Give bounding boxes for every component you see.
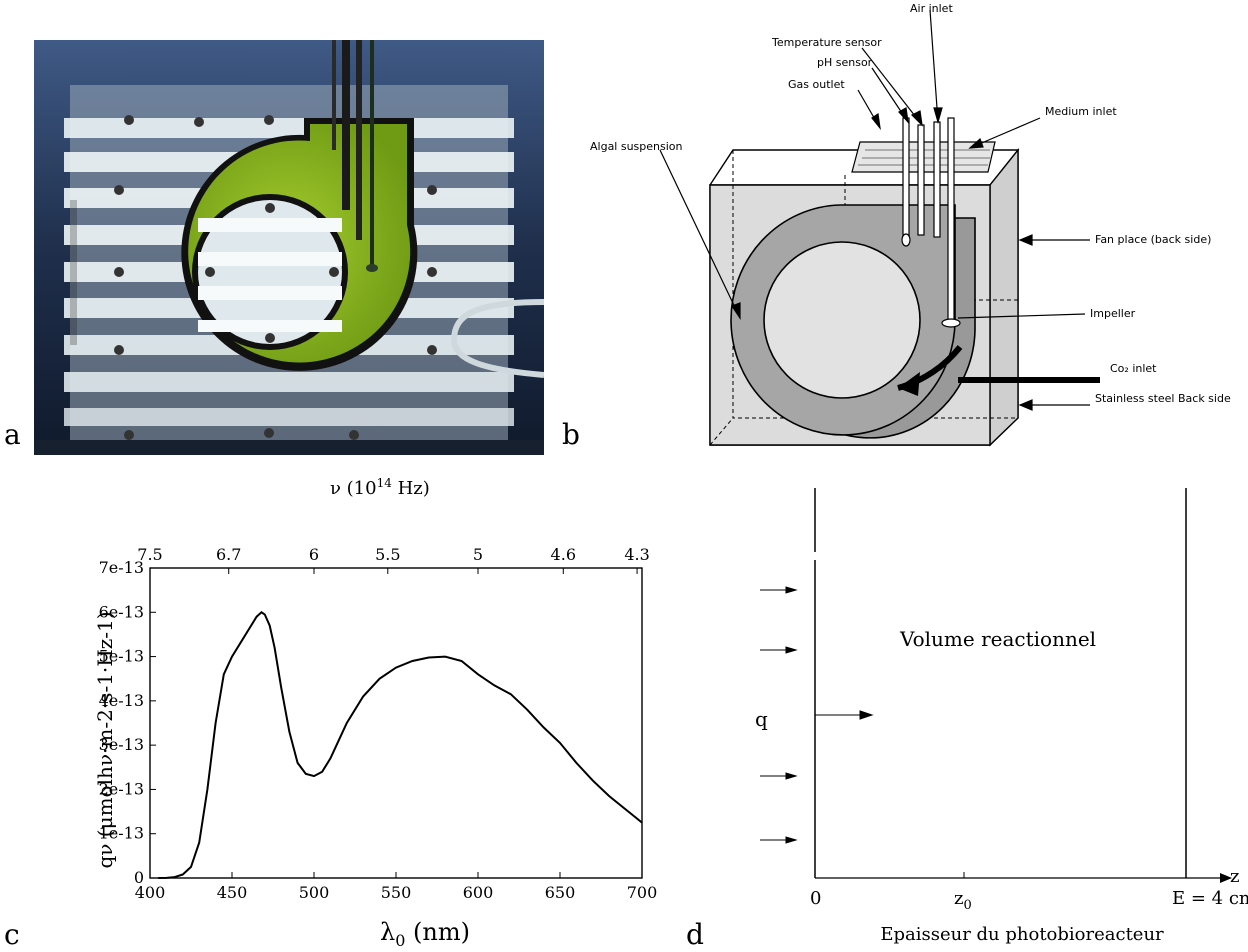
volume-label: Volume reactionnel (899, 627, 1096, 651)
top-tick-label: 6.7 (216, 545, 241, 564)
top-tick-label: 5 (473, 545, 483, 564)
label-impeller: Impeller (1090, 307, 1136, 320)
panel-letter-a: a (4, 418, 21, 451)
label-gas-outlet: Gas outlet (788, 78, 845, 91)
incident-light-arrows (760, 586, 874, 844)
y-tick-label: 2e-13 (99, 779, 144, 798)
z-axis-arrowhead (1220, 873, 1232, 883)
y-axis-label: qν (μmolhν·m-2·s-1·Hz-1) (93, 611, 117, 868)
probe-rods (332, 40, 378, 272)
x-axis-ticks: 400 450 500 550 600 650 700 (135, 872, 658, 902)
label-temperature-sensor: Temperature sensor (771, 36, 882, 49)
label-medium-inlet: Medium inlet (1045, 105, 1117, 118)
y-tick-label: 5e-13 (99, 647, 144, 666)
top-tick-label: 5.5 (375, 545, 400, 564)
x-tick-label: 650 (545, 883, 576, 902)
label-back-side: Stainless steel Back side (1095, 392, 1231, 405)
probes (901, 117, 961, 328)
photobioreactor-photo (34, 40, 544, 455)
panel-letter-d: d (686, 918, 704, 951)
panel-letter-b: b (562, 418, 580, 451)
inner-window-tubes (198, 218, 342, 332)
label-algal-suspension: Algal suspension (590, 140, 683, 153)
x-tick-label: 700 (627, 883, 658, 902)
plot-border (149, 567, 643, 879)
inner-window (198, 200, 342, 344)
reactor-inner-window (763, 241, 921, 399)
y-tick-label: 7e-13 (99, 558, 144, 577)
top-tick-label: 7.5 (137, 545, 162, 564)
x-tick-label: 550 (381, 883, 412, 902)
z0-label: z0 (954, 888, 972, 913)
photobioreactor-schematic: Air inlet Temperature sensor pH sensor G… (590, 2, 1231, 447)
thickness-e-label: E = 4 cm (1172, 888, 1248, 909)
thickness-axis-title: Epaisseur du photobioreacteur (880, 924, 1164, 945)
photo-base (34, 440, 544, 455)
z-axis-label: z (1230, 866, 1239, 887)
top-axis-ticks: 7.5 6.7 6 5.5 5 4.6 4.3 (137, 545, 650, 574)
origin-label: 0 (810, 888, 821, 909)
y-tick-label: 1e-13 (99, 824, 144, 843)
reactor-thickness-diagram: Volume reactionnel q z 0 z0 E = 4 cm Epa… (755, 488, 1248, 945)
label-fan-place: Fan place (back side) (1095, 233, 1211, 246)
panel-letter-c: c (4, 918, 20, 951)
spectrum-series-line (158, 611, 643, 879)
x-tick-label: 400 (135, 883, 166, 902)
y-tick-label: 6e-13 (99, 602, 144, 621)
y-tick-label: 0 (134, 868, 144, 887)
emission-spectrum-chart: 0 1e-13 2e-13 3e-13 4e-13 5e-13 6e-13 7e-13 400… (93, 476, 658, 950)
y-tick-label: 4e-13 (99, 691, 144, 710)
top-tick-label: 6 (309, 545, 319, 564)
top-tick-label: 4.3 (624, 545, 649, 564)
top-axis-label: ν (1014 Hz) (330, 476, 430, 499)
top-tick-label: 4.6 (551, 545, 576, 564)
x-tick-label: 600 (463, 883, 494, 902)
clamps (114, 115, 437, 440)
x-tick-label: 450 (217, 883, 248, 902)
label-ph-sensor: pH sensor (817, 56, 873, 69)
callout-lines (659, 9, 1090, 411)
x-tick-label: 500 (299, 883, 330, 902)
q-label: q (755, 707, 768, 731)
x-axis-label: λ0 (nm) (380, 918, 470, 950)
label-co2-inlet: Co₂ inlet (1110, 362, 1157, 375)
label-air-inlet: Air inlet (910, 2, 953, 15)
y-tick-label: 3e-13 (99, 735, 144, 754)
tubing (450, 299, 544, 378)
y-axis-ticks: 0 1e-13 2e-13 3e-13 4e-13 5e-13 6e-13 7e-13 (99, 558, 156, 887)
plot-frame (149, 567, 643, 879)
